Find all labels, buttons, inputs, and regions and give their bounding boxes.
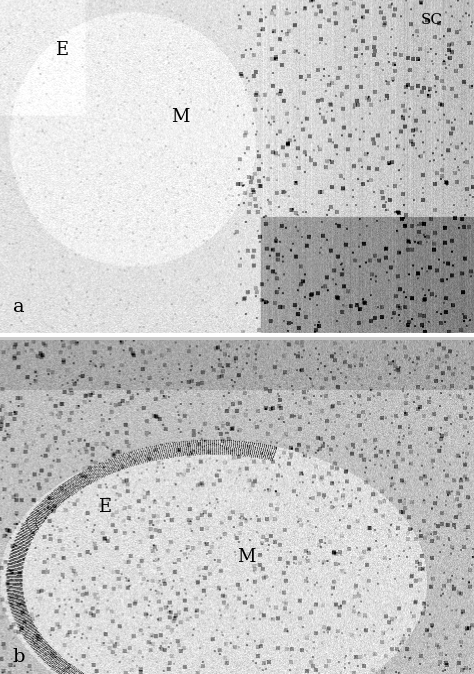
Text: SC: SC <box>420 13 442 27</box>
Text: b: b <box>13 648 25 667</box>
Text: M: M <box>237 548 255 566</box>
Text: M: M <box>171 108 189 126</box>
Text: a: a <box>13 298 25 316</box>
Text: E: E <box>98 498 111 516</box>
Text: E: E <box>55 41 68 59</box>
